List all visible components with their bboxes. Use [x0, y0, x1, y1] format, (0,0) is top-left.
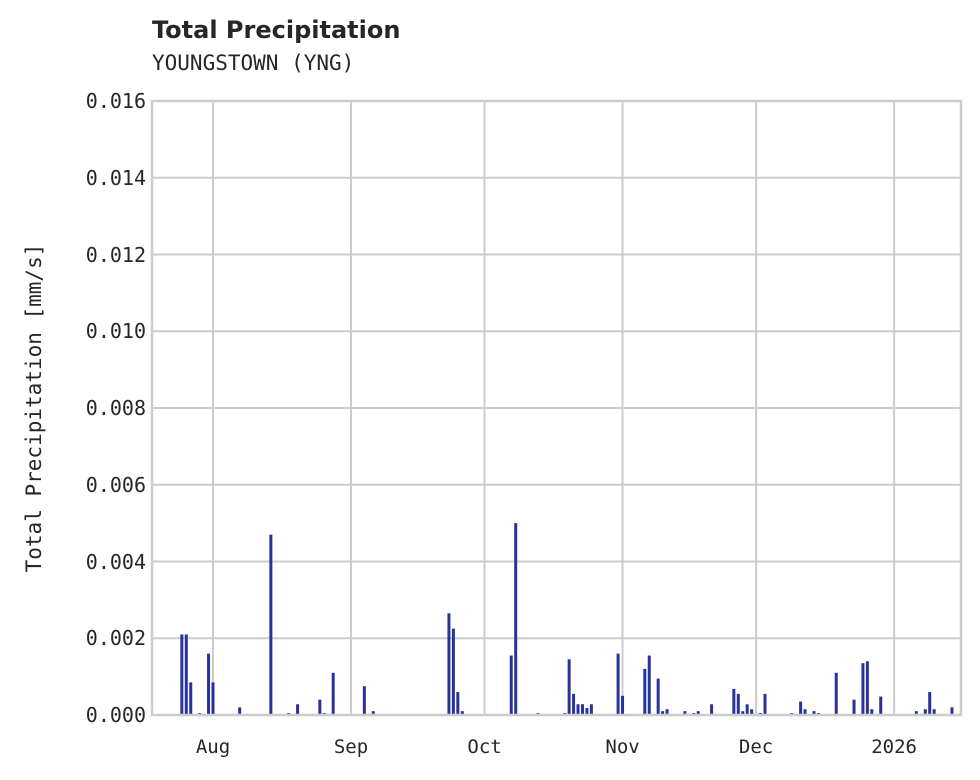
precipitation-bar: [852, 699, 856, 715]
y-tick-label: 0.008: [85, 396, 146, 420]
precipitation-bars: [180, 523, 954, 715]
precipitation-bar: [741, 711, 745, 715]
precipitation-bar: [683, 711, 687, 715]
precipitation-bar: [696, 711, 700, 715]
precipitation-bar: [296, 704, 300, 715]
precipitation-bar: [799, 701, 803, 715]
precipitation-bar: [928, 691, 932, 715]
precipitation-bar: [451, 628, 455, 715]
precipitation-bar: [572, 693, 576, 715]
precipitation-bar: [589, 704, 593, 715]
precipitation-bar: [914, 711, 918, 715]
precipitation-bar: [509, 655, 513, 715]
precipitation-bar: [745, 704, 749, 715]
precipitation-bar: [514, 523, 518, 715]
x-tick-label: Nov: [605, 736, 640, 758]
precipitation-bar: [932, 709, 936, 715]
x-tick-label: Dec: [738, 736, 774, 758]
precipitation-bar: [923, 709, 927, 715]
precipitation-bar: [180, 634, 184, 715]
precipitation-bar: [879, 696, 883, 715]
precipitation-bar: [647, 655, 651, 715]
precipitation-bar: [665, 709, 669, 715]
y-tick-label: 0.012: [85, 242, 146, 267]
precipitation-bar: [812, 711, 816, 715]
y-tick-label: 0.002: [85, 626, 146, 651]
precipitation-bar: [643, 668, 647, 715]
precipitation-bar: [460, 711, 464, 715]
precipitation-bar: [616, 653, 620, 715]
precipitation-bar: [732, 688, 736, 715]
chart-title: Total Precipitation: [152, 16, 401, 44]
precipitation-bar: [207, 653, 211, 715]
x-tick-label: Aug: [195, 736, 231, 758]
precipitation-bar: [763, 693, 767, 715]
precipitation-bar: [447, 613, 451, 715]
precipitation-bar: [834, 672, 838, 715]
precipitation-bar: [865, 661, 869, 715]
gridlines: [152, 100, 961, 716]
precipitation-bar: [710, 704, 714, 715]
precipitation-bar: [567, 659, 571, 715]
y-tick-label: 0.004: [85, 549, 146, 574]
precipitation-bar: [580, 704, 584, 715]
precipitation-bar: [371, 711, 375, 715]
precipitation-bar: [576, 704, 580, 715]
precipitation-bar: [585, 708, 589, 715]
y-tick-label: 0.000: [85, 703, 146, 727]
precipitation-bar: [189, 682, 193, 715]
precipitation-bar: [269, 534, 273, 715]
precipitation-bar: [456, 691, 460, 715]
plot-frame: [150, 99, 963, 717]
precipitation-bar: [861, 663, 865, 715]
y-tick-label: 0.016: [85, 89, 146, 113]
precipitation-bar: [750, 709, 754, 715]
y-tick-label: 0.006: [85, 472, 146, 497]
y-tick-label: 0.014: [85, 165, 146, 190]
precipitation-bar: [950, 707, 954, 715]
precipitation-bar: [870, 709, 874, 715]
precipitation-bar: [184, 634, 188, 715]
x-tick-label: Oct: [467, 736, 502, 758]
precipitation-bar: [656, 678, 660, 715]
precipitation-bar: [238, 707, 242, 715]
precipitation-bar: [803, 709, 807, 715]
precipitation-bar: [318, 699, 322, 715]
chart-subtitle: YOUNGSTOWN (YNG): [152, 51, 355, 75]
precipitation-bar: [736, 693, 740, 715]
precipitation-bar: [621, 695, 625, 715]
x-tick-label: 2026: [871, 736, 917, 758]
precipitation-bar: [362, 686, 366, 715]
y-tick-label: 0.010: [85, 319, 146, 344]
precipitation-bar: [331, 672, 335, 715]
precipitation-bar: [661, 711, 665, 715]
precipitation-bar: [211, 682, 215, 715]
x-tick-label: Sep: [333, 736, 369, 758]
